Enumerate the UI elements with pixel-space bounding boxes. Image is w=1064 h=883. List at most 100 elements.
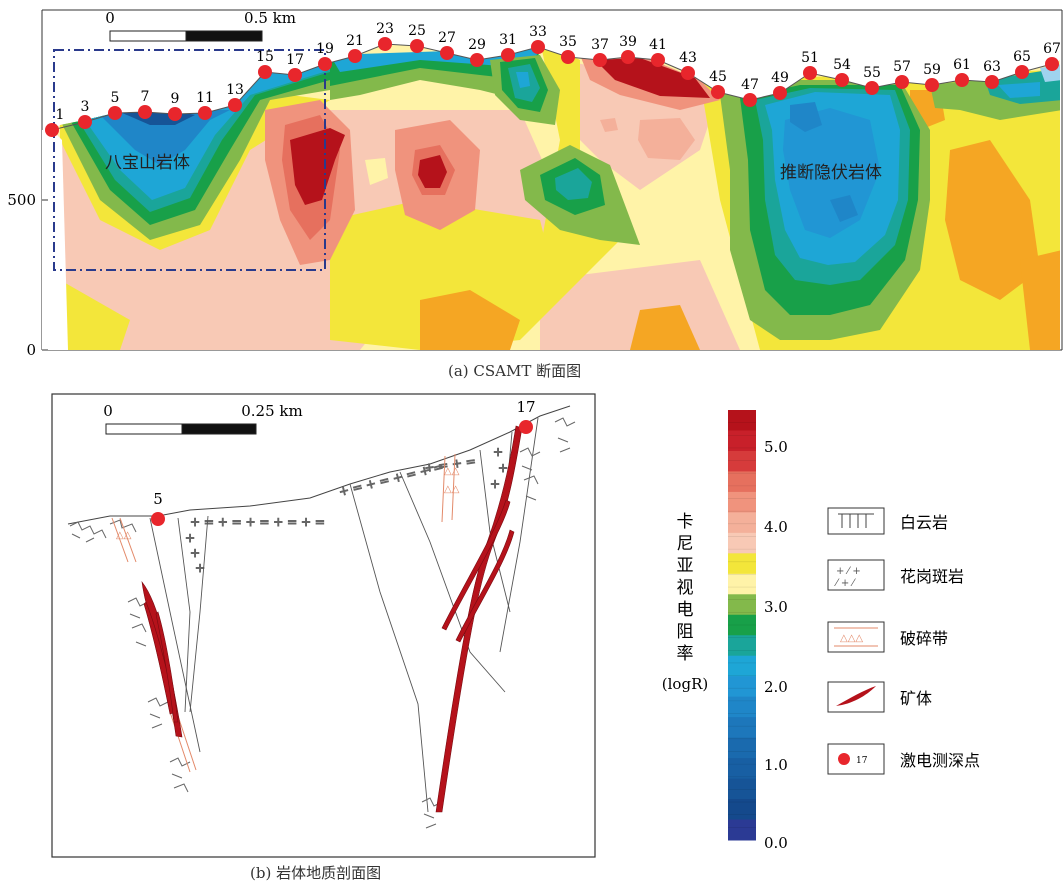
red-dot-icon — [838, 753, 850, 765]
station-label: 13 — [226, 82, 244, 98]
station-dot — [561, 50, 575, 64]
colorbar-title-char: 电 — [677, 600, 694, 620]
station-label: 35 — [559, 34, 577, 50]
station-dot — [835, 73, 849, 87]
point-5-label: 5 — [153, 490, 163, 508]
svg-text:+: + — [195, 561, 205, 575]
legend-sample-number: 17 — [856, 756, 868, 766]
station-label: 19 — [316, 41, 334, 57]
scale-b-start: 0 — [103, 402, 113, 420]
colorbar-tick-label: 3.0 — [764, 598, 788, 616]
station-label: 54 — [833, 57, 851, 73]
station-label: 25 — [408, 23, 426, 39]
colorbar-tick-label: 4.0 — [764, 518, 788, 536]
legend-label-fracture: 破碎带 — [900, 629, 948, 648]
station-label: 45 — [709, 69, 727, 85]
label-inferred-body: 推断隐伏岩体 — [780, 163, 882, 183]
svg-text:△△: △△ — [444, 484, 460, 495]
station-label: 9 — [171, 91, 180, 107]
colorbar-ticks: 5.0 4.0 3.0 2.0 1.0 0.0 — [764, 438, 788, 852]
station-label: 15 — [256, 49, 274, 65]
station-dot — [138, 105, 152, 119]
granite-pattern-icon: + ⁄ + — [836, 566, 861, 577]
station-dot — [621, 50, 635, 64]
station-dot — [531, 40, 545, 54]
legend-label-survey-point: 激电测深点 — [900, 751, 980, 770]
station-dot — [773, 86, 787, 100]
legend-item-dolomite: 白云岩 — [827, 507, 948, 535]
colorbar-swatch — [728, 614, 756, 636]
legend-item-ore: 矿体 — [827, 681, 932, 713]
colorbar-swatch — [728, 635, 756, 657]
scale-a-end: 0.5 km — [244, 9, 296, 27]
station-label: 63 — [983, 59, 1001, 75]
station-dot — [925, 78, 939, 92]
station-dot — [743, 93, 757, 107]
station-label: 41 — [649, 37, 667, 53]
station-dot — [78, 115, 92, 129]
station-label: 37 — [591, 37, 609, 53]
fracture-pattern-icon: △△△ — [834, 627, 878, 647]
colorbar-swatches — [728, 410, 756, 841]
resistivity-colorbar: 5.0 4.0 3.0 2.0 1.0 0.0 — [728, 410, 788, 852]
station-label: 21 — [346, 33, 364, 49]
fault-lines — [149, 417, 539, 813]
survey-point-5: 5 — [151, 490, 165, 526]
station-dot — [1015, 65, 1029, 79]
caption-a: (a) CSAMT 断面图 — [448, 362, 582, 380]
scale-b-end: 0.25 km — [241, 402, 302, 420]
station-dot — [955, 73, 969, 87]
station-label: 55 — [863, 65, 881, 81]
svg-text:△△: △△ — [444, 466, 460, 477]
label-babaoshan-body: 八宝山岩体 — [105, 153, 190, 173]
station-label: 27 — [438, 30, 456, 46]
colorbar-tick-label: 1.0 — [764, 756, 788, 774]
colorbar-swatch — [728, 410, 756, 431]
legend-label-dolomite: 白云岩 — [900, 513, 948, 532]
caption-b: (b) 岩体地质剖面图 — [250, 864, 382, 882]
station-dot — [198, 106, 212, 120]
station-dot — [168, 107, 182, 121]
station-dot — [803, 66, 817, 80]
station-label: 59 — [923, 62, 941, 78]
dolomite-hatches — [69, 417, 576, 829]
colorbar-swatch — [728, 594, 756, 616]
section-left-blank — [42, 130, 68, 350]
colorbar-title-char: 率 — [677, 644, 694, 664]
y-tick-500: 500 — [7, 191, 36, 209]
station-dot — [711, 85, 725, 99]
legend-label-granite: 花岗斑岩 — [900, 567, 964, 586]
station-label: 33 — [529, 24, 547, 40]
station-label: 61 — [953, 57, 971, 73]
station-label: 47 — [741, 77, 759, 93]
station-dot — [318, 57, 332, 71]
station-label: 67 — [1043, 41, 1061, 57]
colorbar-swatch — [728, 512, 756, 534]
svg-text:+: + — [185, 531, 195, 545]
colorbar-title-char: 卡 — [677, 512, 694, 532]
station-dot — [651, 53, 665, 67]
station-label: 5 — [111, 90, 120, 106]
ore-bodies — [141, 425, 523, 813]
station-label: 49 — [771, 70, 789, 86]
station-dot — [410, 39, 424, 53]
station-dot — [593, 53, 607, 67]
y-axis-ticks: 500 0 — [7, 191, 48, 359]
station-dot — [440, 46, 454, 60]
station-dot — [378, 37, 392, 51]
station-dot — [470, 53, 484, 67]
station-dot — [1045, 57, 1059, 71]
colorbar-swatch — [728, 450, 756, 472]
station-label: 23 — [376, 21, 394, 37]
colorbar-title-char: 视 — [677, 578, 694, 598]
legend-item-survey-point: 17 激电测深点 — [827, 743, 980, 775]
legend-label-ore: 矿体 — [900, 689, 932, 708]
svg-text:△△: △△ — [116, 530, 132, 541]
colorbar-swatch — [728, 471, 756, 493]
colorbar-title-char: 亚 — [677, 556, 694, 576]
station-dot — [985, 75, 999, 89]
point-17-label: 17 — [516, 398, 535, 416]
legend-item-fracture: △△△ 破碎带 — [827, 621, 948, 653]
